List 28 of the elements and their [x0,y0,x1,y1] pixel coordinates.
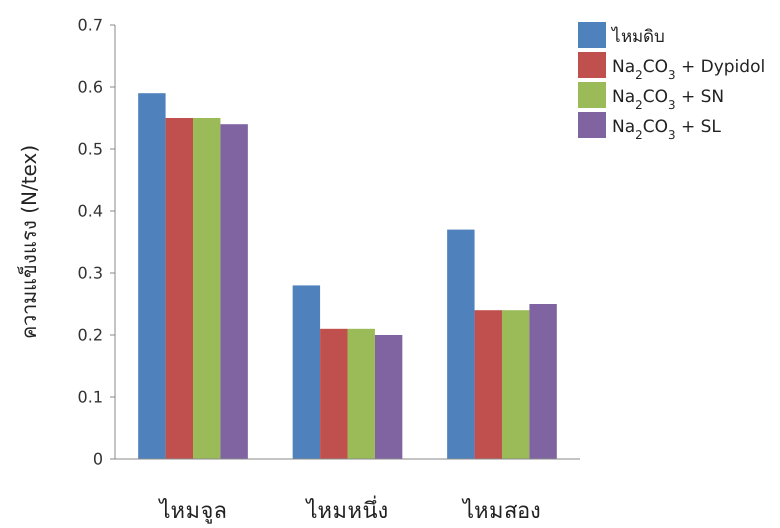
y-tick-label: 0.3 [78,264,103,283]
bar [220,124,248,459]
bar [320,328,348,459]
bar [502,310,530,459]
x-tick-label: ไหมสอง [460,498,541,524]
bar [474,310,502,459]
y-tick-label: 0 [92,450,103,469]
x-tick-label: ไหมจูล [158,498,227,524]
legend-label: Na$_{2}$CO$_{3}$ + SN [612,86,724,112]
y-tick-label: 0.6 [78,78,103,97]
bar [292,285,320,459]
bar [138,93,166,459]
bar [166,118,194,459]
y-tick-label: 0.2 [78,326,103,345]
y-tick-label: 0.5 [78,140,103,159]
y-tick-label: 0.4 [78,202,103,221]
bar [193,118,220,459]
legend-label: ไหมดิบ [610,26,665,47]
bar [447,230,475,459]
bar [348,328,375,459]
x-tick-label: ไหมหนึ่ง [304,495,388,524]
legend-label: Na$_{2}$CO$_{3}$ + SL [612,116,722,142]
bar [374,335,402,459]
y-tick-label: 0.1 [78,388,103,407]
bar [529,304,557,459]
y-tick-label: 0.7 [78,16,103,35]
y-axis-title: ความแข็งแรง (N/tex) [16,144,41,340]
legend-label: Na$_{2}$CO$_{3}$ + Dypidol [612,56,766,82]
